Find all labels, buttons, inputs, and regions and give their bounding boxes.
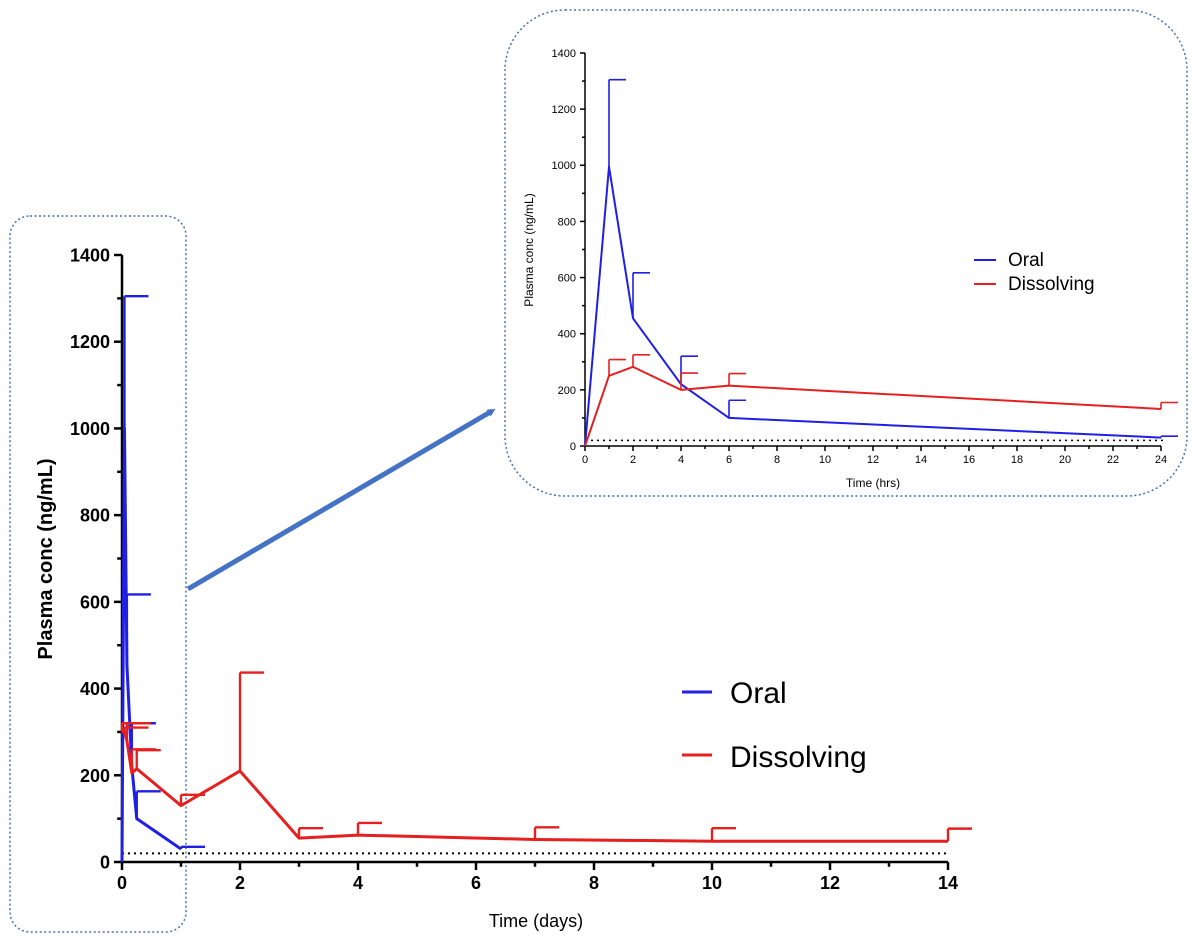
main-x-tick-label: 2 [235, 873, 245, 893]
main-x-tick-label: 12 [820, 873, 840, 893]
main-y-tick-label: 800 [80, 506, 110, 526]
main-highlight-frame [9, 215, 187, 933]
main-y-tick-label: 200 [80, 766, 110, 786]
main-oral-line [120, 426, 182, 863]
inset-series [584, 78, 1178, 447]
inset-y-tick-label: 600 [558, 273, 576, 285]
inset-x-tick-label: 18 [1011, 454, 1023, 466]
main-y-tick-label: 0 [100, 852, 110, 872]
inset-legend-dissolving-label: Dissolving [1008, 274, 1095, 295]
inset-x-tick-label: 0 [582, 454, 588, 466]
inset-oral-line [584, 165, 1162, 447]
main-y-tick-label: 400 [80, 679, 110, 699]
main-y-tick-label: 1200 [70, 332, 110, 352]
inset-dissolving-line [584, 365, 1162, 447]
main-legend-dissolving-label: Dissolving [730, 741, 867, 774]
main-legend: Oral Dissolving [682, 677, 867, 774]
inset-y-tick-label: 400 [558, 329, 576, 341]
inset-x-tick-label: 4 [678, 454, 684, 466]
inset-x-tick-label: 8 [774, 454, 780, 466]
inset-y-axis-label: Plasma conc (ng/mL) [522, 193, 536, 306]
main-x-tick-label: 0 [117, 873, 127, 893]
main-x-tick-label: 4 [353, 873, 363, 893]
inset-x-tick-label: 6 [726, 454, 732, 466]
main-y-axis-label: Plasma conc (ng/mL) [35, 458, 57, 659]
main-x-tick-label: 8 [589, 873, 599, 893]
inset-y-tick-label: 0 [570, 441, 576, 453]
inset-x-tick-label: 20 [1059, 454, 1071, 466]
main-y-tick-label: 1000 [70, 419, 110, 439]
inset-x-tick-label: 22 [1107, 454, 1119, 466]
inset-x-tick-label: 2 [630, 454, 636, 466]
inset-legend-oral-label: Oral [1008, 250, 1044, 271]
inset-y-tick-label: 1200 [552, 104, 576, 116]
main-x-axis-label: Time (days) [489, 911, 583, 931]
main-series [120, 294, 972, 863]
inset-y-tick-label: 1400 [552, 48, 576, 60]
inset-y-tick-label: 800 [558, 216, 576, 228]
inset-x-tick-label: 16 [963, 454, 975, 466]
zoom-arrow [186, 408, 496, 592]
main-x-tick-label: 6 [471, 873, 481, 893]
main-y-tick-label: 600 [80, 592, 110, 612]
main-y-tick-label: 1400 [70, 245, 110, 265]
inset-legend: Oral Dissolving [974, 250, 1095, 295]
inset-y-tick-label: 200 [558, 385, 576, 397]
inset-x-axis-label: Time (hrs) [846, 476, 900, 490]
main-legend-oral-label: Oral [730, 677, 787, 710]
inset-y-tick-label: 1000 [552, 160, 576, 172]
inset-x-tick-label: 10 [819, 454, 831, 466]
main-x-tick-label: 10 [702, 873, 722, 893]
inset-frame [504, 9, 1188, 497]
inset-x-tick-label: 14 [915, 454, 927, 466]
inset-x-tick-label: 12 [867, 454, 879, 466]
main-x-tick-label: 14 [938, 873, 958, 893]
inset-x-tick-label: 24 [1155, 454, 1167, 466]
